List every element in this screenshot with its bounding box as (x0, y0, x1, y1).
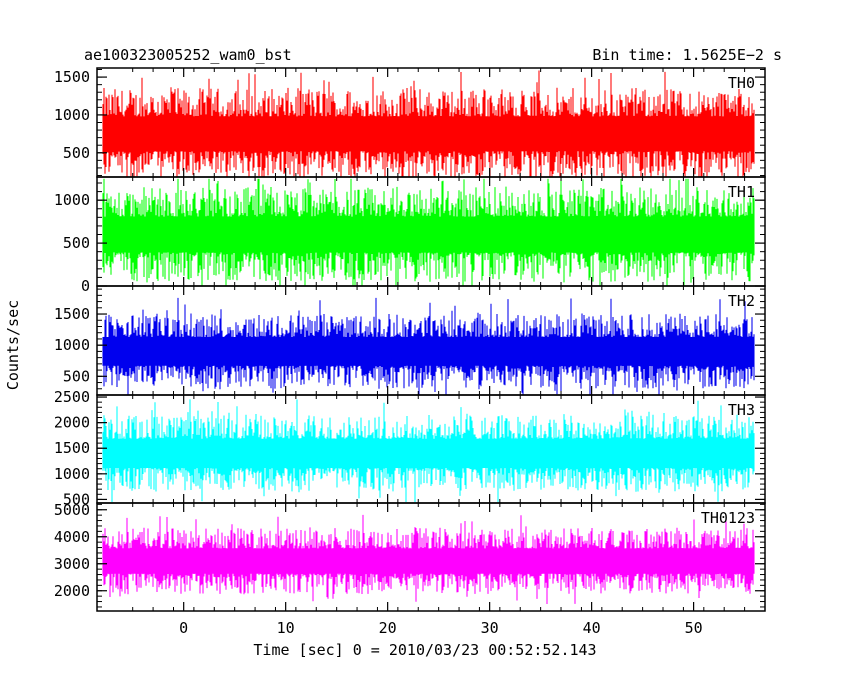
series-th3-line (102, 399, 755, 502)
y-tick-label: 2500 (54, 388, 90, 406)
y-axis-label: Counts/sec (4, 300, 22, 390)
chart-title-right: Bin time: 1.5625E−2 s (592, 46, 782, 64)
y-tick-label: 1500 (54, 305, 90, 323)
x-tick-label: 50 (685, 619, 703, 637)
panel-frame (96, 502, 766, 612)
y-tick-label: 1000 (54, 106, 90, 124)
x-axis-label: Time [sec] 0 = 2010/03/23 00:52:52.143 (253, 641, 596, 659)
x-tick-label: 30 (481, 619, 499, 637)
y-tick-label: 3000 (54, 555, 90, 573)
y-tick-label: 1000 (54, 336, 90, 354)
y-tick-label: 500 (63, 367, 90, 385)
series-label-th3: TH3 (728, 401, 755, 419)
panel-th0123: 2000 3000 4000 5000 TH0123 (54, 501, 766, 612)
panel-th3: 500 1000 1500 2000 2500 TH3 (54, 388, 766, 508)
y-tick-label: 500 (63, 234, 90, 252)
y-tick-label: 1500 (54, 68, 90, 86)
panel-th0: 500 1000 1500 TH0 (54, 67, 766, 178)
series-th2-line (102, 297, 755, 395)
y-tick-label: 1000 (54, 191, 90, 209)
x-tick-label: 10 (277, 619, 295, 637)
series-label-th0123: TH0123 (701, 509, 755, 527)
y-tick-label: 500 (63, 144, 90, 162)
panel-th1: 0 500 1000 TH1 (54, 176, 766, 295)
y-tick-label: 1500 (54, 439, 90, 457)
y-tick-label: 500 (63, 490, 90, 508)
x-tick-label: 0 (179, 619, 188, 637)
y-tick-label: 2000 (54, 582, 90, 600)
series-label-th1: TH1 (728, 183, 755, 201)
y-tick-label: 4000 (54, 528, 90, 546)
series-th0123-line (102, 514, 755, 604)
y-tick-label: 5000 (54, 501, 90, 519)
x-axis: 0 10 20 30 40 50 (179, 619, 702, 637)
panel-th2: 500 1000 1500 TH2 (54, 285, 766, 396)
x-tick-label: 20 (379, 619, 397, 637)
series-th1-line (102, 178, 755, 286)
y-tick-label: 2000 (54, 414, 90, 432)
series-label-th2: TH2 (728, 292, 755, 310)
series-label-th0: TH0 (728, 74, 755, 92)
chart-title-left: ae100323005252_wam0_bst (84, 46, 292, 64)
y-tick-label: 0 (81, 277, 90, 295)
x-tick-label: 40 (583, 619, 601, 637)
series-th0-line (102, 70, 755, 177)
y-tick-label: 1000 (54, 465, 90, 483)
